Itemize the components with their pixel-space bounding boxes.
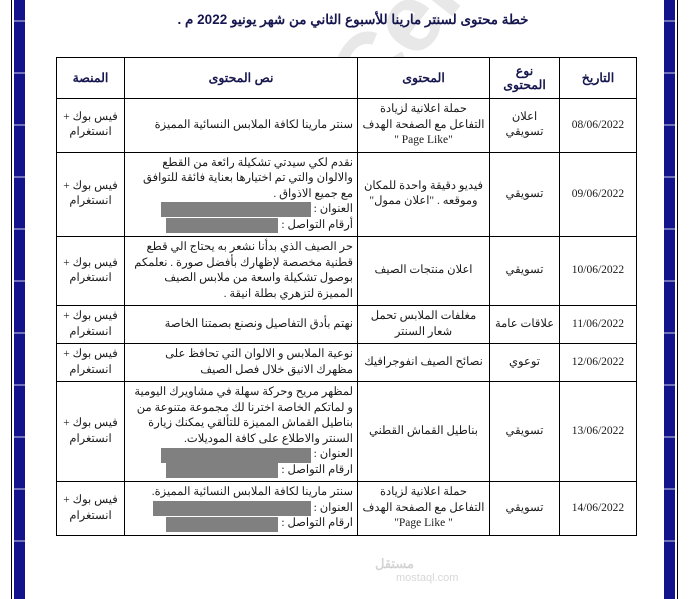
redacted-address-line: العنوان : [129, 202, 353, 218]
cell-text: لمظهر مريح وحركة سهلة في مشاويرك اليومية… [124, 381, 358, 483]
redaction-block [152, 501, 311, 517]
redact-label-address: العنوان : [313, 501, 353, 514]
cell-content: اعلان منتجات الصيف [357, 236, 490, 307]
table-header-row: التاريخ نوع المحتوى المحتوى نص المحتوى ا… [56, 57, 637, 99]
content-plan-table: التاريخ نوع المحتوى المحتوى نص المحتوى ا… [56, 57, 637, 536]
redact-label-address: العنوان : [313, 448, 353, 461]
left-page-bar [14, 0, 25, 599]
column-header-type: نوع المحتوى [489, 57, 560, 99]
cell-content: فيديو دقيقة واحدة للمكان وموقعه . "اعلان… [357, 151, 490, 238]
cell-text-body: سنتر مارينا لكافة الملابس النسائية الممي… [151, 486, 353, 499]
redact-label-phone: ارقام التواصل : [281, 517, 353, 530]
table-row: 14/06/2022 تسويقي حملة اعلانية لزيادة ال… [56, 481, 637, 536]
left-page-rule [11, 0, 12, 599]
cell-platform: فيس بوك + انستغرام [56, 151, 125, 238]
table-row: 10/06/2022 تسويقي اعلان منتجات الصيف حر … [56, 236, 637, 307]
watermark-brand-arabic: مستقل [375, 556, 414, 571]
cell-type: تسويقي [489, 481, 560, 536]
table-row: 13/06/2022 تسويقي بناطيل القماش القطني ل… [56, 381, 637, 483]
redacted-phone-line: ارقام التواصل : [129, 516, 353, 532]
column-header-content: المحتوى [357, 57, 490, 99]
table-row: 08/06/2022 اعلان تسويقي حملة اعلانية لزي… [56, 98, 637, 153]
redaction-block [160, 447, 311, 463]
redacted-address-line: العنوان : [129, 501, 353, 517]
redaction-block [160, 202, 311, 218]
redact-label-phone: ارقام التواصل : [281, 463, 353, 476]
cell-content: مغلفات الملابس تحمل شعار السنتر [357, 305, 490, 345]
cell-content: حملة اعلانية لزيادة التفاعل مع الصفحة ال… [357, 481, 490, 536]
cell-date: 10/06/2022 [559, 236, 637, 307]
redacted-phone-line: أرقام التواصل : [129, 217, 353, 234]
redacted-address-line: العنوان : [129, 447, 353, 463]
redact-label-address: العنوان : [313, 203, 353, 216]
cell-date: 09/06/2022 [559, 151, 637, 238]
cell-content: حملة اعلانية لزيادة التفاعل مع الصفحة ال… [357, 98, 490, 153]
redaction-block [166, 516, 279, 532]
cell-type: توعوي [489, 343, 560, 383]
watermark-brand-url: mostaql.com [396, 572, 459, 584]
cell-date: 08/06/2022 [559, 98, 637, 153]
right-page-rule [677, 0, 678, 599]
cell-date: 12/06/2022 [559, 343, 637, 383]
right-page-bar [664, 0, 675, 599]
cell-text-body: لمظهر مريح وحركة سهلة في مشاويرك اليومية… [134, 386, 353, 445]
cell-type: تسويقي [489, 151, 560, 238]
table-row: 09/06/2022 تسويقي فيديو دقيقة واحدة للمك… [56, 151, 637, 238]
redacted-phone-line: ارقام التواصل : [129, 463, 353, 479]
cell-text: سنتر مارينا لكافة الملابس النسائية الممي… [124, 481, 358, 536]
cell-platform: فيس بوك + انستغرام [56, 305, 125, 345]
cell-type: تسويقي [489, 236, 560, 307]
redact-label-phone: أرقام التواصل : [281, 218, 353, 231]
cell-date: 11/06/2022 [559, 305, 637, 345]
cell-content: بناطيل القماش القطني [357, 381, 490, 483]
table-row: 12/06/2022 توعوي نصائح الصيف انفوجرافيك … [56, 343, 637, 383]
column-header-platform: المنصة [56, 57, 125, 99]
redaction-block [166, 463, 279, 479]
redaction-block [166, 217, 279, 233]
column-header-text: نص المحتوى [124, 57, 358, 99]
column-header-date: التاريخ [559, 57, 637, 99]
cell-text-body: نقدم لكي سيدتي تشكيلة رائعة من القطع وال… [143, 156, 353, 200]
cell-content: نصائح الصيف انفوجرافيك [357, 343, 490, 383]
cell-platform: فيس بوك + انستغرام [56, 98, 125, 153]
cell-platform: فيس بوك + انستغرام [56, 343, 125, 383]
cell-type: اعلان تسويقي [489, 98, 560, 153]
cell-text: نهتم بأدق التفاصيل ونصنع بصمتنا الخاصة [124, 305, 358, 345]
cell-text: حر الصيف الذي بدأنا نشعر به يحتاج الي قط… [124, 236, 358, 307]
cell-date: 14/06/2022 [559, 481, 637, 536]
cell-text: نقدم لكي سيدتي تشكيلة رائعة من القطع وال… [124, 151, 358, 238]
page-title: خطة محتوى لسنتر مارينا للأسبوع الثاني من… [177, 12, 529, 27]
cell-date: 13/06/2022 [559, 381, 637, 483]
content-plan-table-wrapper: التاريخ نوع المحتوى المحتوى نص المحتوى ا… [56, 57, 637, 536]
cell-platform: فيس بوك + انستغرام [56, 381, 125, 483]
cell-platform: فيس بوك + انستغرام [56, 481, 125, 536]
cell-text: سنتر مارينا لكافة الملابس النسائية الممي… [124, 98, 358, 153]
cell-type: علاقات عامة [489, 305, 560, 345]
cell-text: نوعية الملابس و الالوان التي تحافظ على م… [124, 343, 358, 383]
cell-type: تسويقي [489, 381, 560, 483]
table-row: 11/06/2022 علاقات عامة مغلفات الملابس تح… [56, 305, 637, 345]
cell-platform: فيس بوك + انستغرام [56, 236, 125, 307]
